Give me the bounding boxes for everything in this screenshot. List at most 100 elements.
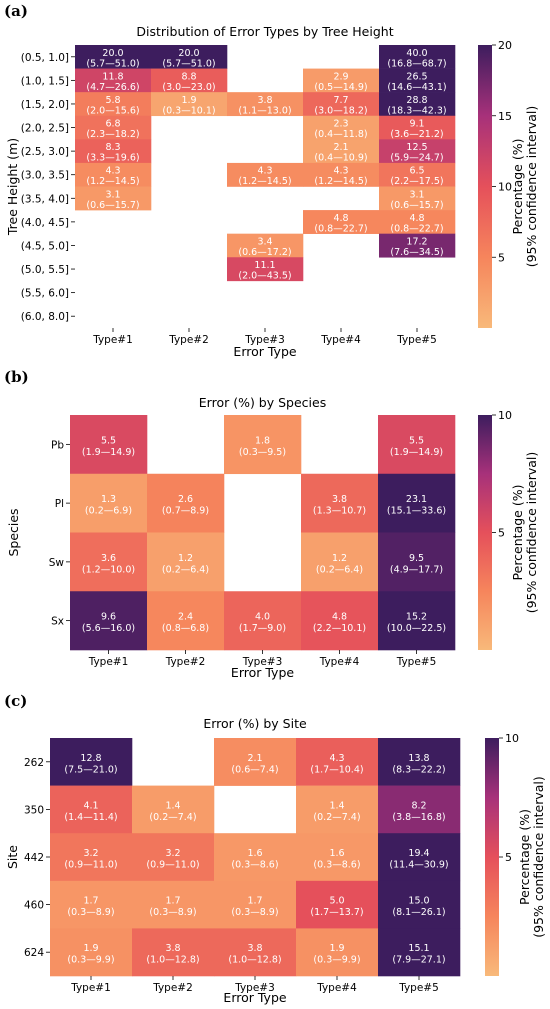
cell-value-label: 2.4: [178, 612, 193, 623]
cell-value-label: 23.1: [406, 494, 427, 505]
x-tick-label: Type#2: [165, 656, 206, 668]
chart-title: Error (%) by Species: [199, 395, 326, 410]
colorbar-tick-label: 15: [498, 110, 512, 123]
colorbar: [478, 45, 492, 328]
colorbar-label: Percentage (%): [510, 139, 525, 235]
cell-value-label: 4.0: [255, 612, 270, 623]
y-tick-label: (6.0, 8.0]: [21, 311, 69, 323]
y-tick-label: 460: [24, 900, 44, 912]
cell-value-label: 4.1: [83, 800, 98, 811]
heatmap-cell: [227, 233, 304, 258]
cell-value-label: 11.1: [254, 260, 275, 271]
cell-value-label: 6.5: [409, 166, 424, 177]
colorbar-tick-label: 5: [498, 527, 505, 540]
cell-ci-label: (0.6—15.7): [86, 200, 139, 211]
cell-ci-label: (0.3—9.9): [67, 955, 114, 966]
cell-value-label: 15.1: [408, 943, 429, 954]
cell-value-label: 17.2: [406, 236, 427, 247]
cell-ci-label: (15.1—33.6): [387, 506, 446, 517]
cell-ci-label: (0.3—10.1): [162, 105, 215, 116]
colorbar-label: Percentage (%): [510, 485, 525, 581]
cell-value-label: 1.6: [329, 848, 344, 859]
cell-ci-label: (0.3—9.5): [239, 447, 286, 458]
heatmap-cell: [50, 928, 133, 977]
cell-ci-label: (0.2—6.9): [85, 506, 132, 517]
cell-ci-label: (0.2—6.4): [162, 564, 209, 575]
heatmap-cell: [379, 233, 456, 258]
cell-value-label: 4.3: [105, 166, 120, 177]
cell-ci-label: (2.0—43.5): [238, 271, 291, 282]
heatmap-cell: [301, 473, 379, 533]
cell-value-label: 3.2: [83, 848, 98, 859]
panel-c-site-heatmap: (c)Error (%) by Site12.8(7.5—21.0)2.1(0.…: [4, 692, 546, 1005]
heatmap-cell: [301, 591, 379, 651]
cell-value-label: 3.2: [165, 848, 180, 859]
cell-value-label: 13.8: [408, 753, 429, 764]
y-tick-label: Pb: [51, 439, 64, 451]
cell-value-label: 1.7: [247, 896, 262, 907]
heatmap-cell: [296, 785, 379, 834]
x-tick-label: Type#4: [320, 334, 361, 346]
heatmap-cell: [214, 880, 297, 929]
cell-value-label: 3.1: [409, 189, 424, 200]
cell-value-label: 3.4: [257, 236, 272, 247]
cell-value-label: 20.0: [102, 48, 123, 59]
x-tick-label: Type#3: [242, 656, 283, 668]
heatmap-cell: [378, 928, 461, 977]
y-tick-label: Sw: [49, 557, 65, 569]
heatmap-cell: [227, 257, 304, 282]
y-tick-label: (1.0, 1.5]: [21, 75, 69, 87]
cell-value-label: 2.6: [178, 494, 193, 505]
heatmap-cell: [378, 532, 456, 592]
y-tick-label: 442: [24, 852, 44, 864]
panel-label: (b): [4, 368, 29, 386]
cell-ci-label: (0.3—8.9): [231, 907, 278, 918]
cell-value-label: 28.8: [406, 95, 427, 106]
cell-value-label: 5.5: [409, 435, 424, 446]
cell-value-label: 15.2: [406, 612, 427, 623]
cell-ci-label: (0.9—11.0): [146, 860, 199, 871]
cell-value-label: 1.9: [83, 943, 98, 954]
heatmap-cell: [378, 785, 461, 834]
cell-value-label: 1.4: [329, 800, 344, 811]
colorbar: [485, 738, 499, 976]
cell-value-label: 3.8: [165, 943, 180, 954]
cell-value-label: 1.3: [101, 494, 116, 505]
cell-ci-label: (18.3—42.3): [387, 105, 446, 116]
cell-ci-label: (1.9—14.9): [390, 447, 443, 458]
cell-ci-label: (0.3—8.6): [313, 860, 360, 871]
heatmap-cell: [303, 139, 380, 164]
cell-ci-label: (1.0—12.8): [228, 955, 281, 966]
heatmap-cell: [75, 68, 152, 93]
cell-value-label: 4.8: [332, 612, 347, 623]
heatmap-cell: [379, 92, 456, 117]
cell-ci-label: (1.7—9.0): [239, 623, 286, 634]
cell-ci-label: (3.0—18.2): [314, 105, 367, 116]
cell-ci-label: (1.7—10.4): [310, 764, 363, 775]
heatmap-cell: [75, 115, 152, 140]
heatmap-cell: [303, 210, 380, 234]
heatmap-cell: [379, 45, 456, 69]
heatmap-cell: [379, 68, 456, 93]
cell-ci-label: (4.9—17.7): [390, 564, 443, 575]
cell-ci-label: (0.2—7.4): [149, 812, 196, 823]
cell-value-label: 9.1: [409, 119, 424, 130]
heatmap-cell: [214, 928, 297, 977]
cell-value-label: 40.0: [406, 48, 427, 59]
x-tick-label: Type#5: [398, 982, 439, 994]
cell-ci-label: (0.2—6.4): [316, 564, 363, 575]
y-axis-label: Tree Height (m): [5, 138, 20, 236]
cell-ci-label: (1.3—10.7): [313, 506, 366, 517]
y-tick-label: (5.5, 6.0]: [21, 288, 69, 300]
cell-ci-label: (5.9—24.7): [390, 153, 443, 164]
cell-ci-label: (0.7—8.9): [162, 506, 209, 517]
cell-ci-label: (11.4—30.9): [389, 860, 448, 871]
cell-value-label: 4.8: [333, 213, 348, 224]
heatmap-cell: [75, 186, 152, 211]
cell-value-label: 1.7: [83, 896, 98, 907]
cell-ci-label: (1.2—10.0): [82, 564, 135, 575]
cell-ci-label: (7.6—34.5): [390, 247, 443, 258]
cell-ci-label: (3.3—19.6): [86, 153, 139, 164]
cell-ci-label: (0.4—11.8): [314, 129, 367, 140]
